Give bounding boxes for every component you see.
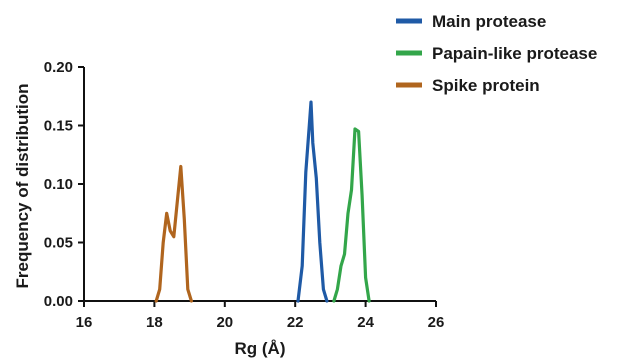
series-line-spike-protein xyxy=(154,164,193,303)
x-tick-label: 22 xyxy=(287,314,304,331)
x-tick-label: 20 xyxy=(216,314,233,331)
axes: 16 18 20 22 24 26 0.00 0.05 0.10 0.15 0.20 xyxy=(44,59,445,331)
x-tick-label: 18 xyxy=(146,314,163,331)
legend: Main protease Papain-like protease Spike p… xyxy=(396,12,597,95)
series-lines xyxy=(154,100,371,303)
y-tick-label: 0.10 xyxy=(44,176,73,193)
series-line-main-protease xyxy=(296,100,329,303)
y-tick-label: 0.20 xyxy=(44,59,73,76)
x-tick-label: 26 xyxy=(428,314,445,331)
legend-label-spike-protein: Spike protein xyxy=(432,76,540,95)
legend-label-papain-like-protease: Papain-like protease xyxy=(432,44,597,63)
x-tick-label: 16 xyxy=(76,314,93,331)
y-axis-title: Frequency of distribution xyxy=(13,84,32,289)
y-tick-label: 0.15 xyxy=(44,118,73,135)
y-tick-label: 0.00 xyxy=(44,293,73,310)
x-axis-title: Rg (Å) xyxy=(235,339,286,358)
legend-label-main-protease: Main protease xyxy=(432,12,546,31)
y-tick-label: 0.05 xyxy=(44,235,73,252)
series-line-papain-like-protease xyxy=(332,127,371,303)
x-tick-label: 24 xyxy=(357,314,374,331)
